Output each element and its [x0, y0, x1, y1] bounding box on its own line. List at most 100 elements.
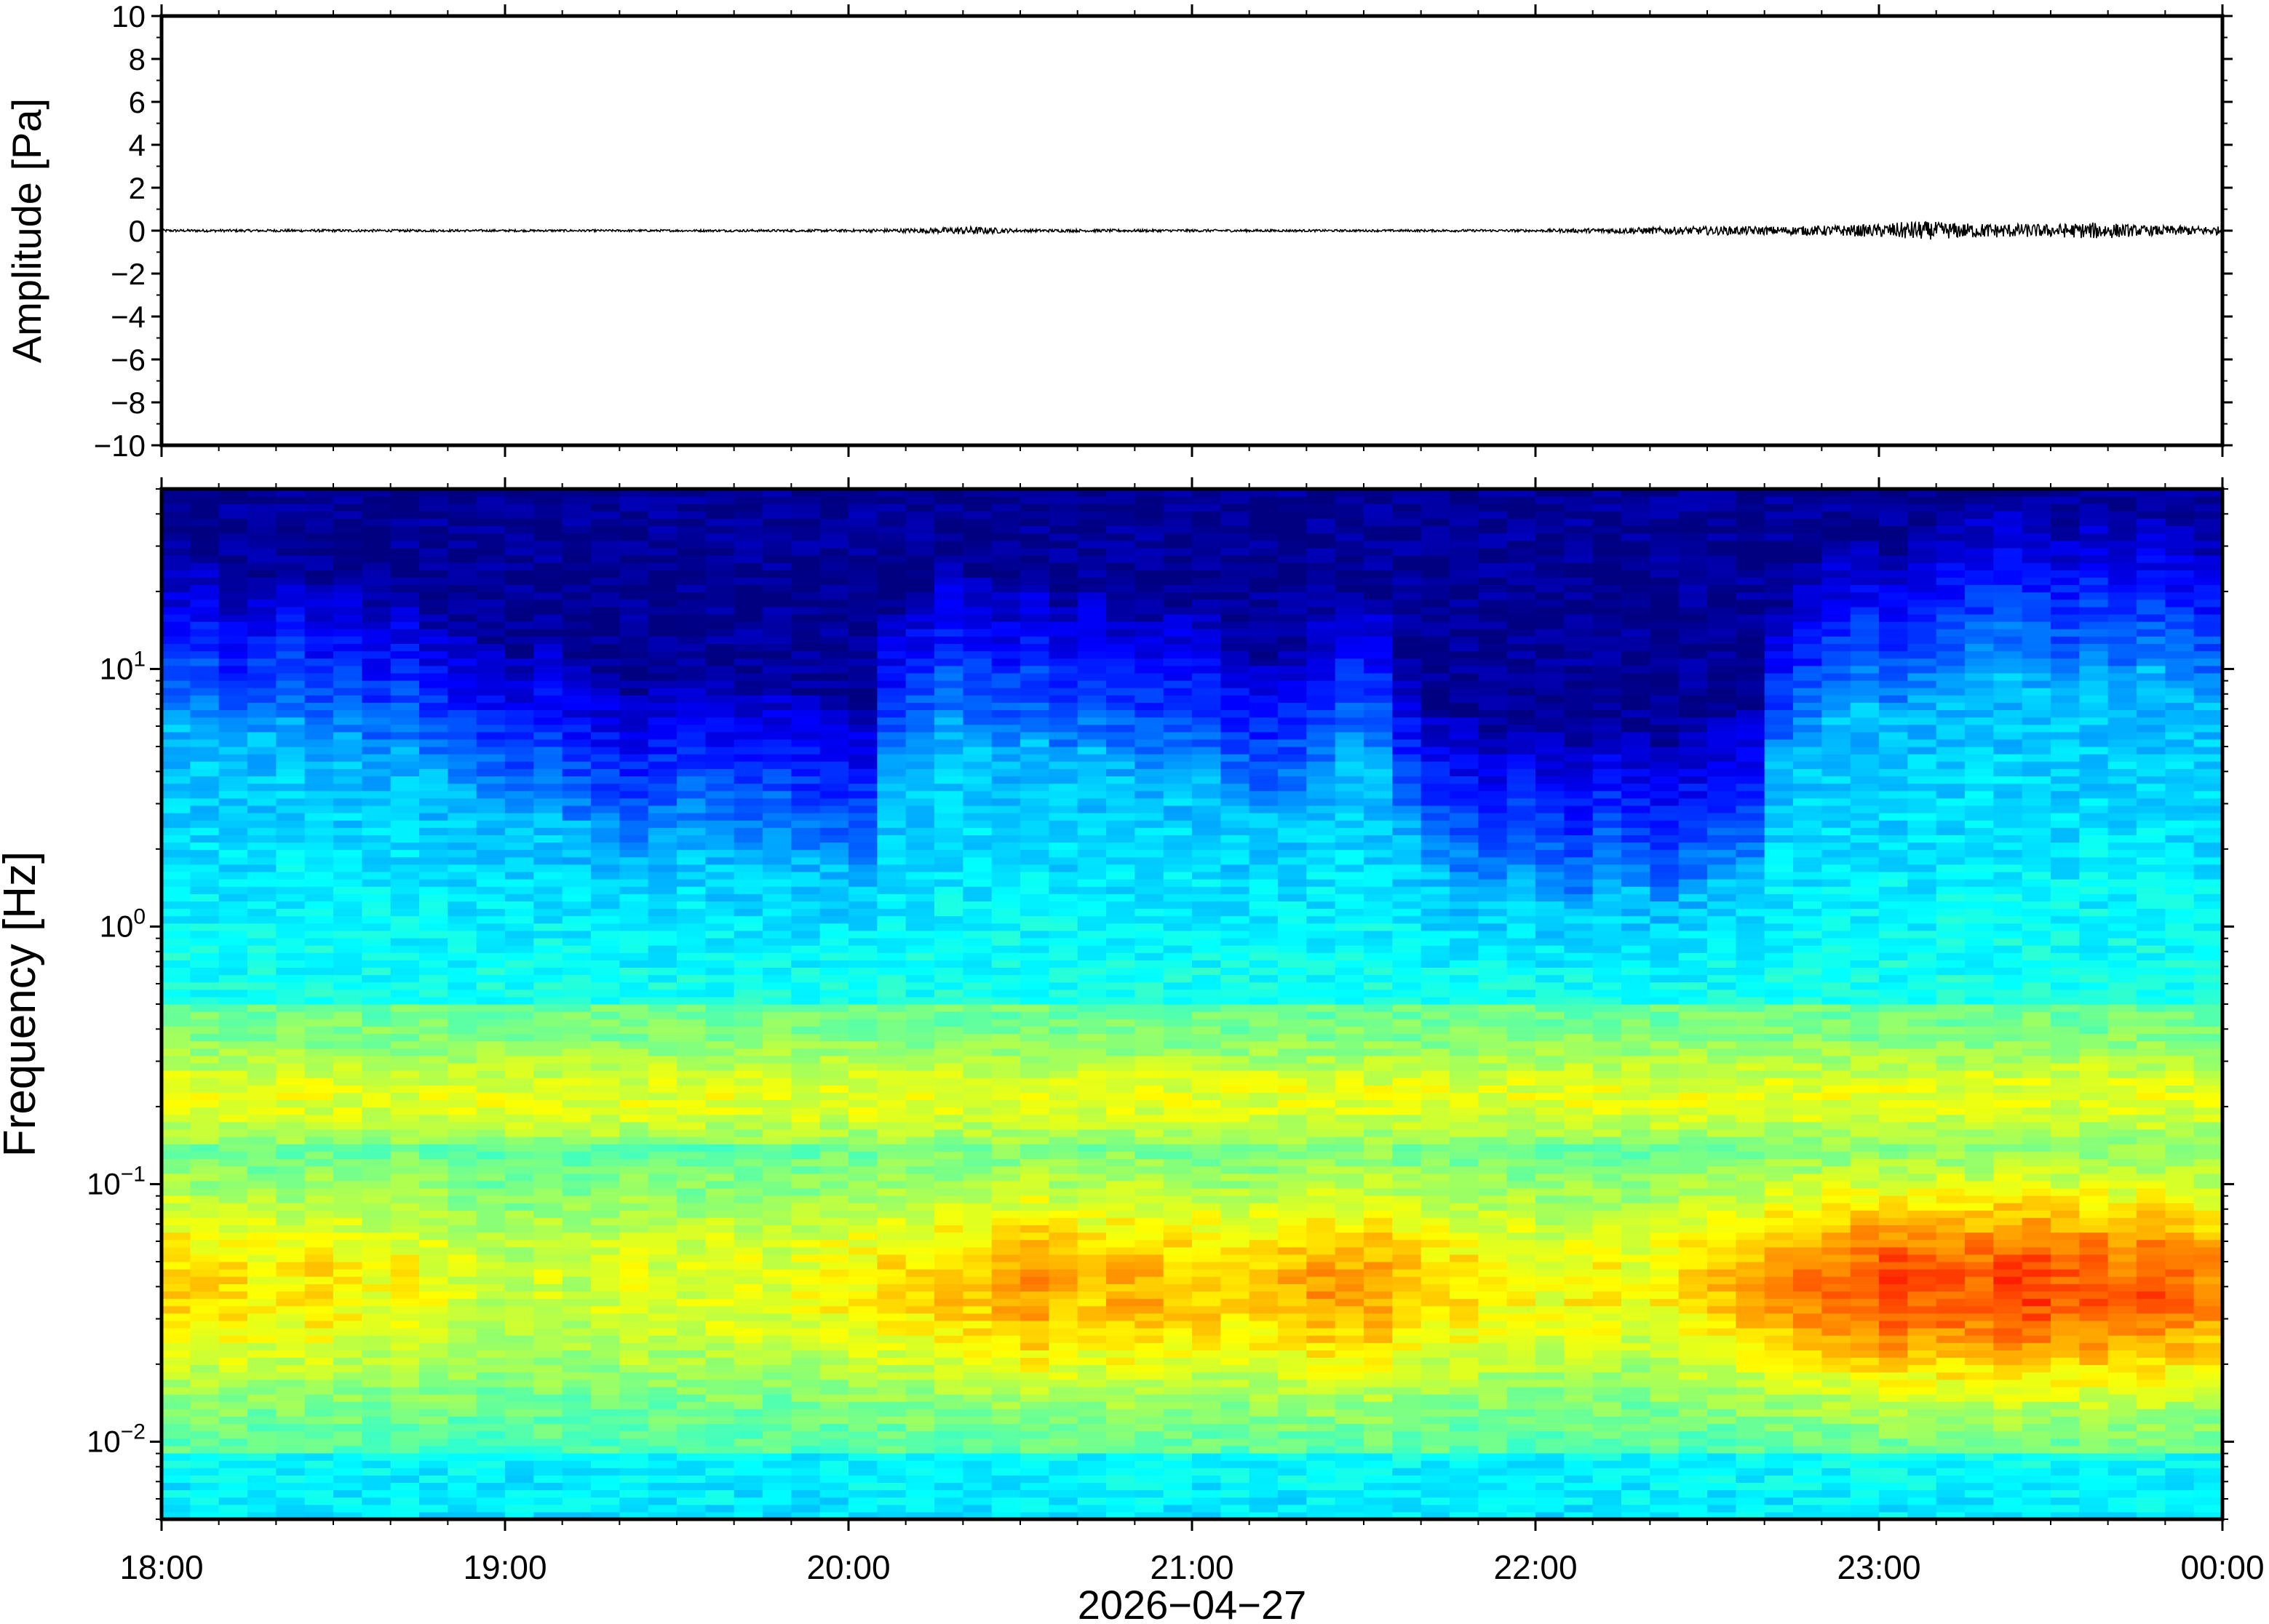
spectrogram-cell	[763, 915, 792, 924]
spectrogram-cell	[677, 650, 706, 659]
spectrogram-cell	[877, 849, 907, 858]
spectrogram-cell	[705, 923, 735, 931]
spectrogram-cell	[562, 511, 592, 520]
spectrogram-cell	[963, 1372, 993, 1380]
spectrogram-cell	[705, 1283, 735, 1292]
spectrogram-cell	[190, 1379, 220, 1388]
spectrogram-cell	[591, 1187, 620, 1196]
spectrogram-cell	[705, 613, 735, 622]
spectrogram-cell	[333, 915, 362, 924]
spectrogram-cell	[963, 1269, 993, 1277]
spectrogram-cell	[877, 1364, 907, 1373]
spectrogram-cell	[619, 1151, 649, 1159]
spectrogram-cell	[934, 1269, 963, 1277]
spectrogram-cell	[648, 636, 677, 644]
spectrogram-cell	[734, 813, 763, 821]
spectrogram-cell	[791, 503, 821, 512]
spectrogram-cell	[276, 1342, 306, 1350]
spectrogram-cell	[677, 1121, 706, 1130]
spectrogram-cell	[1106, 1475, 1135, 1484]
spectrogram-cell	[1106, 768, 1135, 777]
spectrogram-cell	[562, 1504, 592, 1513]
spectrogram-cell	[1049, 1107, 1078, 1115]
spectrogram-cell	[734, 1085, 763, 1093]
spectrogram-cell	[877, 835, 907, 843]
spectrogram-cell	[390, 1350, 420, 1358]
spectrogram-cell	[934, 650, 963, 659]
spectrogram-cell	[991, 695, 1021, 703]
spectrogram-cell	[905, 496, 935, 504]
spectrogram-cell	[505, 1489, 534, 1498]
spectrogram-cell	[705, 658, 735, 666]
spectrogram-cell	[1077, 1357, 1107, 1366]
spectrogram-cell	[619, 747, 649, 755]
spectrogram-cell	[448, 511, 477, 520]
spectrogram-cell	[162, 1099, 191, 1108]
spectrogram-cell	[1020, 960, 1049, 968]
spectrogram-cell	[505, 1085, 534, 1093]
spectrogram-cell	[448, 1320, 477, 1329]
spectrogram-cell	[218, 790, 248, 799]
spectrogram-cell	[390, 1040, 420, 1049]
spectrogram-cell	[390, 1328, 420, 1336]
spectrogram-cell	[1134, 945, 1164, 953]
spectrogram-cell	[763, 1062, 792, 1071]
spectrogram-cell	[734, 974, 763, 983]
spectrogram-cell	[190, 1386, 220, 1395]
spectrogram-cell	[218, 1430, 248, 1439]
spectrogram-cell	[247, 1445, 277, 1454]
spectrogram-cell	[247, 1511, 277, 1520]
spectrogram-cell	[304, 1217, 334, 1226]
spectrogram-cell	[705, 511, 735, 520]
spectrogram-cell	[734, 1298, 763, 1307]
spectrogram-cell	[247, 1313, 277, 1321]
spectrogram-cell	[533, 1114, 563, 1123]
spectrogram-cell	[476, 621, 506, 629]
spectrogram-cell	[1134, 1511, 1164, 1520]
spectrogram-cell	[247, 797, 277, 806]
spectrogram-cell	[648, 709, 677, 718]
spectrogram-cell	[791, 555, 821, 563]
spectrogram-cell	[905, 1416, 935, 1425]
spectrogram-cell	[1049, 1078, 1078, 1086]
spectrogram-cell	[419, 636, 448, 644]
spectrogram-cell	[562, 1482, 592, 1491]
spectrogram-cell	[1106, 1489, 1135, 1498]
spectrogram-cell	[1020, 1195, 1049, 1203]
spectrogram-cell	[1020, 1144, 1049, 1152]
spectrogram-cell	[304, 1011, 334, 1019]
spectrogram-cell	[963, 1504, 993, 1513]
spectrogram-cell	[448, 1305, 477, 1314]
spectrogram-cell	[963, 1445, 993, 1454]
spectrogram-cell	[1106, 1386, 1135, 1395]
spectrogram-cell	[276, 1180, 306, 1189]
spectrogram-cell	[849, 1475, 878, 1484]
spectrogram-cell	[533, 1085, 563, 1093]
spectrogram-cell	[562, 1283, 592, 1292]
spectrogram-cell	[849, 849, 878, 858]
spectrogram-cell	[1106, 747, 1135, 755]
spectrogram-cell	[763, 592, 792, 600]
spectrogram-cell	[734, 533, 763, 541]
spectrogram-cell	[505, 1445, 534, 1454]
spectrogram-cell	[476, 761, 506, 769]
spectrogram-cell	[705, 1055, 735, 1064]
spectrogram-cell	[1134, 1107, 1164, 1115]
spectrogram-cell	[505, 731, 534, 740]
spectrogram-cell	[190, 893, 220, 901]
spectrogram-cell	[218, 695, 248, 703]
spectrogram-cell	[591, 503, 620, 512]
spectrogram-cell	[333, 1048, 362, 1056]
spectrogram-cell	[190, 489, 220, 497]
spectrogram-cell	[934, 783, 963, 792]
spectrogram-cell	[849, 1342, 878, 1350]
spectrogram-cell	[1020, 783, 1049, 792]
spectrogram-cell	[362, 1291, 392, 1299]
spectrogram-cell	[190, 1070, 220, 1078]
spectrogram-cell	[591, 1055, 620, 1064]
spectrogram-cell	[991, 577, 1021, 586]
spectrogram-cell	[362, 1504, 392, 1513]
spectrogram-cell	[963, 724, 993, 733]
spectrogram-cell	[734, 879, 763, 887]
spectrogram-cell	[849, 1166, 878, 1174]
